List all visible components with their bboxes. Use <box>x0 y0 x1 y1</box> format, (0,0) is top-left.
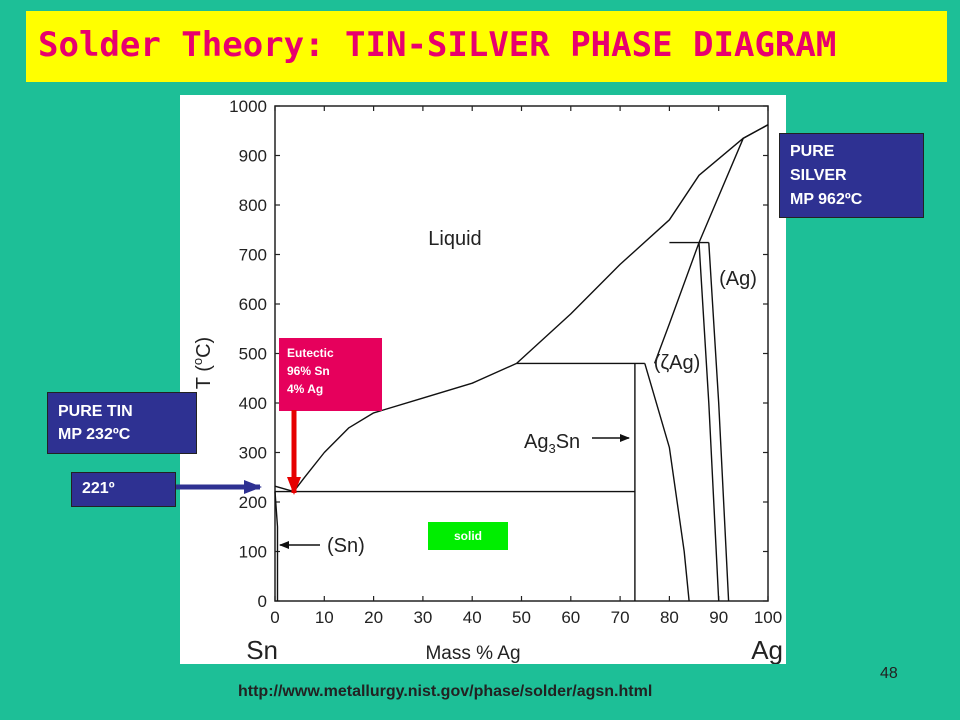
phase-line-ag-left <box>698 242 720 602</box>
x-tick-label: 90 <box>709 608 728 627</box>
y-tick-label: 200 <box>239 493 267 512</box>
pure-tin-line-1: PURE TIN <box>58 403 133 420</box>
pure-silver-line-1: PURE <box>790 143 835 160</box>
pure-tin-line-2: MP 232ºC <box>58 426 131 443</box>
region-label-ag: (Ag) <box>719 268 757 290</box>
y-tick-label: 400 <box>239 394 267 413</box>
eutectic-line-2: 96% Sn <box>287 364 330 378</box>
x-tick-label: 100 <box>754 608 782 627</box>
y-tick-label: 0 <box>258 592 267 611</box>
y-tick-label: 500 <box>239 345 267 364</box>
x-tick-label: 40 <box>463 608 482 627</box>
pure-silver-line-3: MP 962ºC <box>790 191 863 208</box>
x-tick-label: 0 <box>270 608 279 627</box>
region-label-zeta-ag: (ζAg) <box>654 352 701 374</box>
pure-silver-line-2: SILVER <box>790 167 847 184</box>
eutectic-temperature-label: 221º <box>71 472 176 507</box>
phase-line-zeta-right <box>653 242 700 364</box>
y-axis-ticks: 0 100 200 300 400 500 600 700 800 900 1000 <box>229 97 768 611</box>
phase-line-ag-right <box>708 242 730 602</box>
x-tick-label: 80 <box>660 608 679 627</box>
pure-silver-label: PURE SILVER MP 962ºC <box>779 133 924 218</box>
page-title: Solder Theory: TIN-SILVER PHASE DIAGRAM <box>38 25 837 65</box>
x-tick-label: 30 <box>413 608 432 627</box>
phase-boundaries <box>274 124 769 602</box>
x-tick-label: 70 <box>611 608 630 627</box>
x-tick-label: 60 <box>561 608 580 627</box>
phase-line-sn-solvus <box>274 491 279 601</box>
x-tick-label: 10 <box>315 608 334 627</box>
region-label-sn: (Sn) <box>327 535 365 557</box>
y-tick-label: 700 <box>239 246 267 265</box>
x-axis-right-label: Ag <box>751 635 783 664</box>
eutectic-label: Eutectic 96% Sn 4% Ag <box>279 338 382 411</box>
y-tick-label: 600 <box>239 295 267 314</box>
phase-diagram-panel: 0 10 20 30 40 50 60 70 80 90 100 0 100 200 300 400 500 6… <box>180 95 786 664</box>
eutectic-line-1: Eutectic <box>287 346 334 360</box>
solid-label: solid <box>428 522 508 550</box>
y-tick-label: 100 <box>239 543 267 562</box>
x-tick-label: 50 <box>512 608 531 627</box>
eutectic-line-3: 4% Ag <box>287 382 324 396</box>
y-axis-label: T (oC) <box>190 337 215 389</box>
x-axis-ticks: 0 10 20 30 40 50 60 70 80 90 100 <box>270 106 782 627</box>
y-tick-label: 1000 <box>229 97 267 116</box>
y-tick-label: 800 <box>239 196 267 215</box>
page-number: 48 <box>880 665 898 682</box>
region-label-ag3sn: Ag3Sn <box>524 431 580 456</box>
source-url[interactable]: http://www.metallurgy.nist.gov/phase/sol… <box>238 683 653 700</box>
region-label-liquid: Liquid <box>428 228 481 250</box>
y-tick-label: 300 <box>239 444 267 463</box>
phase-line-zeta-left <box>644 363 690 602</box>
pure-tin-label: PURE TIN MP 232ºC <box>47 392 197 454</box>
phase-line-liquidus-right <box>516 124 769 364</box>
y-tick-label: 900 <box>239 147 267 166</box>
phase-diagram: 0 10 20 30 40 50 60 70 80 90 100 0 100 200 300 400 500 6… <box>190 97 783 664</box>
x-axis-label: Mass % Ag <box>425 643 520 664</box>
x-tick-label: 20 <box>364 608 383 627</box>
title-bar: Solder Theory: TIN-SILVER PHASE DIAGRAM <box>26 11 947 82</box>
phase-line-solidus-upper <box>698 124 769 243</box>
x-axis-left-label: Sn <box>246 635 278 664</box>
